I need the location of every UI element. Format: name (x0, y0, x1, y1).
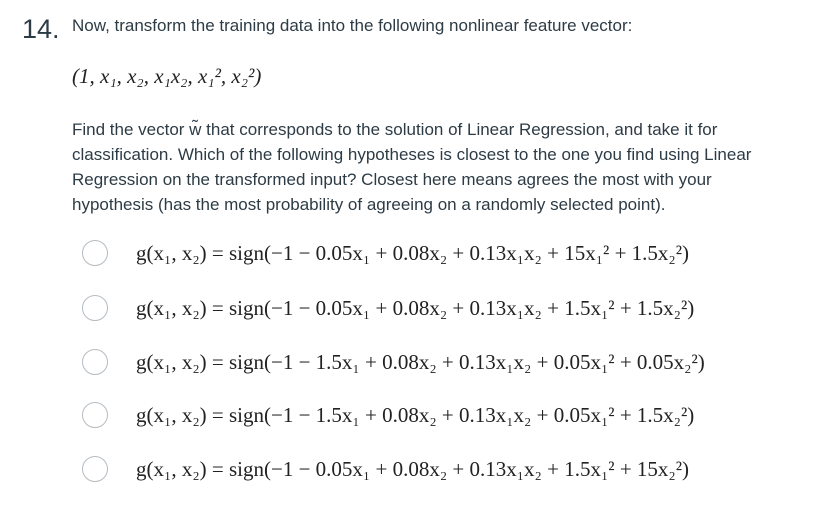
question-body: Find the vector w̃ that corresponds to t… (72, 120, 752, 214)
option[interactable]: g(x₁, x₂) = sign(−1 − 1.5x₁ + 0.08x₂ + 0… (82, 345, 705, 379)
option-text: g(x₁, x₂) = sign(−1 − 1.5x₁ + 0.08x₂ + 0… (136, 402, 695, 427)
radio-button[interactable] (82, 240, 108, 266)
radio-button[interactable] (82, 349, 108, 375)
option[interactable]: g(x₁, x₂) = sign(−1 − 1.5x₁ + 0.08x₂ + 0… (82, 398, 694, 432)
option[interactable]: g(x₁, x₂) = sign(−1 − 0.05x₁ + 0.08x₂ + … (82, 452, 689, 486)
feature-vector: (1, x₁, x₂, x₁x₂, x₁², x₂²) (72, 64, 262, 88)
radio-button[interactable] (82, 402, 108, 428)
option-text: g(x₁, x₂) = sign(−1 − 1.5x₁ + 0.08x₂ + 0… (136, 349, 705, 374)
option[interactable]: g(x₁, x₂) = sign(−1 − 0.05x₁ + 0.08x₂ + … (82, 291, 694, 325)
option-text: g(x₁, x₂) = sign(−1 − 0.05x₁ + 0.08x₂ + … (136, 456, 690, 481)
radio-button[interactable] (82, 456, 108, 482)
option-text: g(x₁, x₂) = sign(−1 − 0.05x₁ + 0.08x₂ + … (136, 295, 695, 320)
question-number: 14. (22, 14, 60, 44)
option[interactable]: g(x₁, x₂) = sign(−1 − 0.05x₁ + 0.08x₂ + … (82, 236, 689, 270)
question-intro: Now, transform the training data into th… (72, 16, 633, 35)
option-text: g(x₁, x₂) = sign(−1 − 0.05x₁ + 0.08x₂ + … (136, 240, 690, 265)
radio-button[interactable] (82, 295, 108, 321)
